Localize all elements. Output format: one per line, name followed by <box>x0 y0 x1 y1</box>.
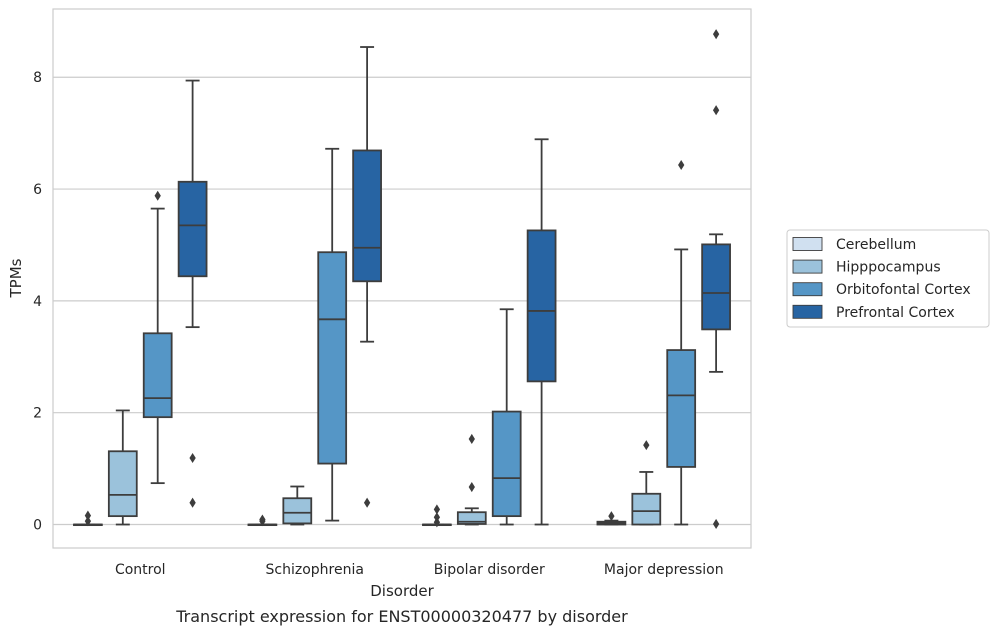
box <box>631 492 662 526</box>
box-0-0 <box>73 510 103 527</box>
legend-swatch <box>792 282 823 297</box>
box <box>317 251 348 465</box>
outlier-point <box>712 518 720 529</box>
legend: Cerebellum Hipppocampus Orbitofontal Corte… <box>786 229 990 328</box>
legend-swatch <box>792 237 823 251</box>
outlier-point <box>433 512 441 523</box>
box <box>666 349 697 468</box>
box-2-0 <box>422 504 452 528</box>
box <box>526 229 557 383</box>
outlier-point <box>189 452 196 464</box>
x-axis-label: Disorder <box>370 582 434 600</box>
outlier-point <box>84 516 92 527</box>
outlier-point <box>712 105 720 116</box>
x-tick-label: Bipolar disorder <box>434 562 545 578</box>
box-0-1 <box>107 409 138 526</box>
legend-label: Hipppocampus <box>836 260 941 276</box>
box <box>107 450 138 518</box>
y-tick-label: 2 <box>33 406 42 422</box>
legend-label: Cerebellum <box>836 237 916 253</box>
box-1-3 <box>352 46 382 508</box>
box-3-0 <box>596 511 627 526</box>
outlier-point <box>363 497 371 508</box>
outlier-point <box>608 511 615 522</box>
x-tick-label: Control <box>115 562 166 578</box>
y-axis-label: TPMs <box>7 258 25 298</box>
outlier-point <box>433 504 441 515</box>
y-tick-label: 0 <box>33 518 42 534</box>
box-1-2 <box>317 147 348 522</box>
y-tick-label: 8 <box>33 70 42 86</box>
box <box>701 243 731 331</box>
box-0-3 <box>177 79 208 508</box>
legend-label: Orbitofontal Cortex <box>836 282 971 298</box>
outlier-point <box>468 433 475 445</box>
box-3-3 <box>701 29 731 529</box>
box <box>352 149 382 283</box>
legend-frame <box>786 229 990 328</box>
box <box>456 511 487 525</box>
y-tick-labels: 0 2 4 6 8 <box>33 70 42 533</box>
box-2-1 <box>456 433 487 526</box>
outlier-point <box>712 29 720 40</box>
box <box>282 497 313 525</box>
box-3-2 <box>666 159 697 526</box>
legend-label: Prefrontal Cortex <box>836 305 955 321</box>
outlier-point <box>259 514 266 525</box>
y-tick-label: 6 <box>33 182 42 198</box>
box <box>142 332 173 419</box>
outlier-point <box>643 440 650 451</box>
outlier-point <box>84 510 92 521</box>
legend-swatch <box>792 259 823 274</box>
box-0-2 <box>142 190 173 485</box>
outlier-point <box>678 159 685 171</box>
box-2-2 <box>491 308 522 526</box>
chart-caption: Transcript expression for ENST0000032047… <box>175 607 628 626</box>
x-tick-label: Major depression <box>604 562 724 578</box>
boxes <box>73 29 731 529</box>
box <box>177 180 208 278</box>
x-tick-labels: Control Schizophrenia Bipolar disorder Majo… <box>115 562 724 578</box>
box-1-1 <box>282 485 313 526</box>
outlier-point <box>468 482 475 493</box>
y-tick-label: 4 <box>33 294 42 310</box>
box <box>491 410 522 518</box>
outlier-point <box>154 190 161 201</box>
legend-swatch <box>792 304 823 319</box>
x-tick-label: Schizophrenia <box>266 562 364 578</box>
box-2-3 <box>526 138 557 526</box>
plot-frame <box>52 8 752 549</box>
box-1-0 <box>247 514 278 527</box>
outlier-point <box>189 497 196 508</box>
box-3-1 <box>631 440 662 526</box>
